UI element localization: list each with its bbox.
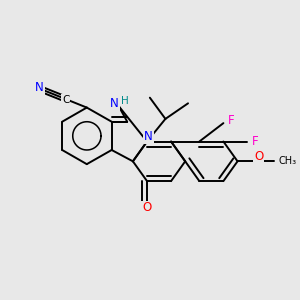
Text: N: N	[110, 97, 119, 110]
Text: F: F	[228, 114, 235, 128]
Text: O: O	[254, 150, 263, 163]
Text: CH₃: CH₃	[279, 156, 297, 166]
Text: N: N	[35, 81, 44, 94]
Text: H: H	[121, 96, 129, 106]
Text: O: O	[142, 202, 152, 214]
Text: N: N	[144, 130, 153, 143]
Text: C: C	[62, 95, 69, 105]
Text: F: F	[252, 135, 259, 148]
